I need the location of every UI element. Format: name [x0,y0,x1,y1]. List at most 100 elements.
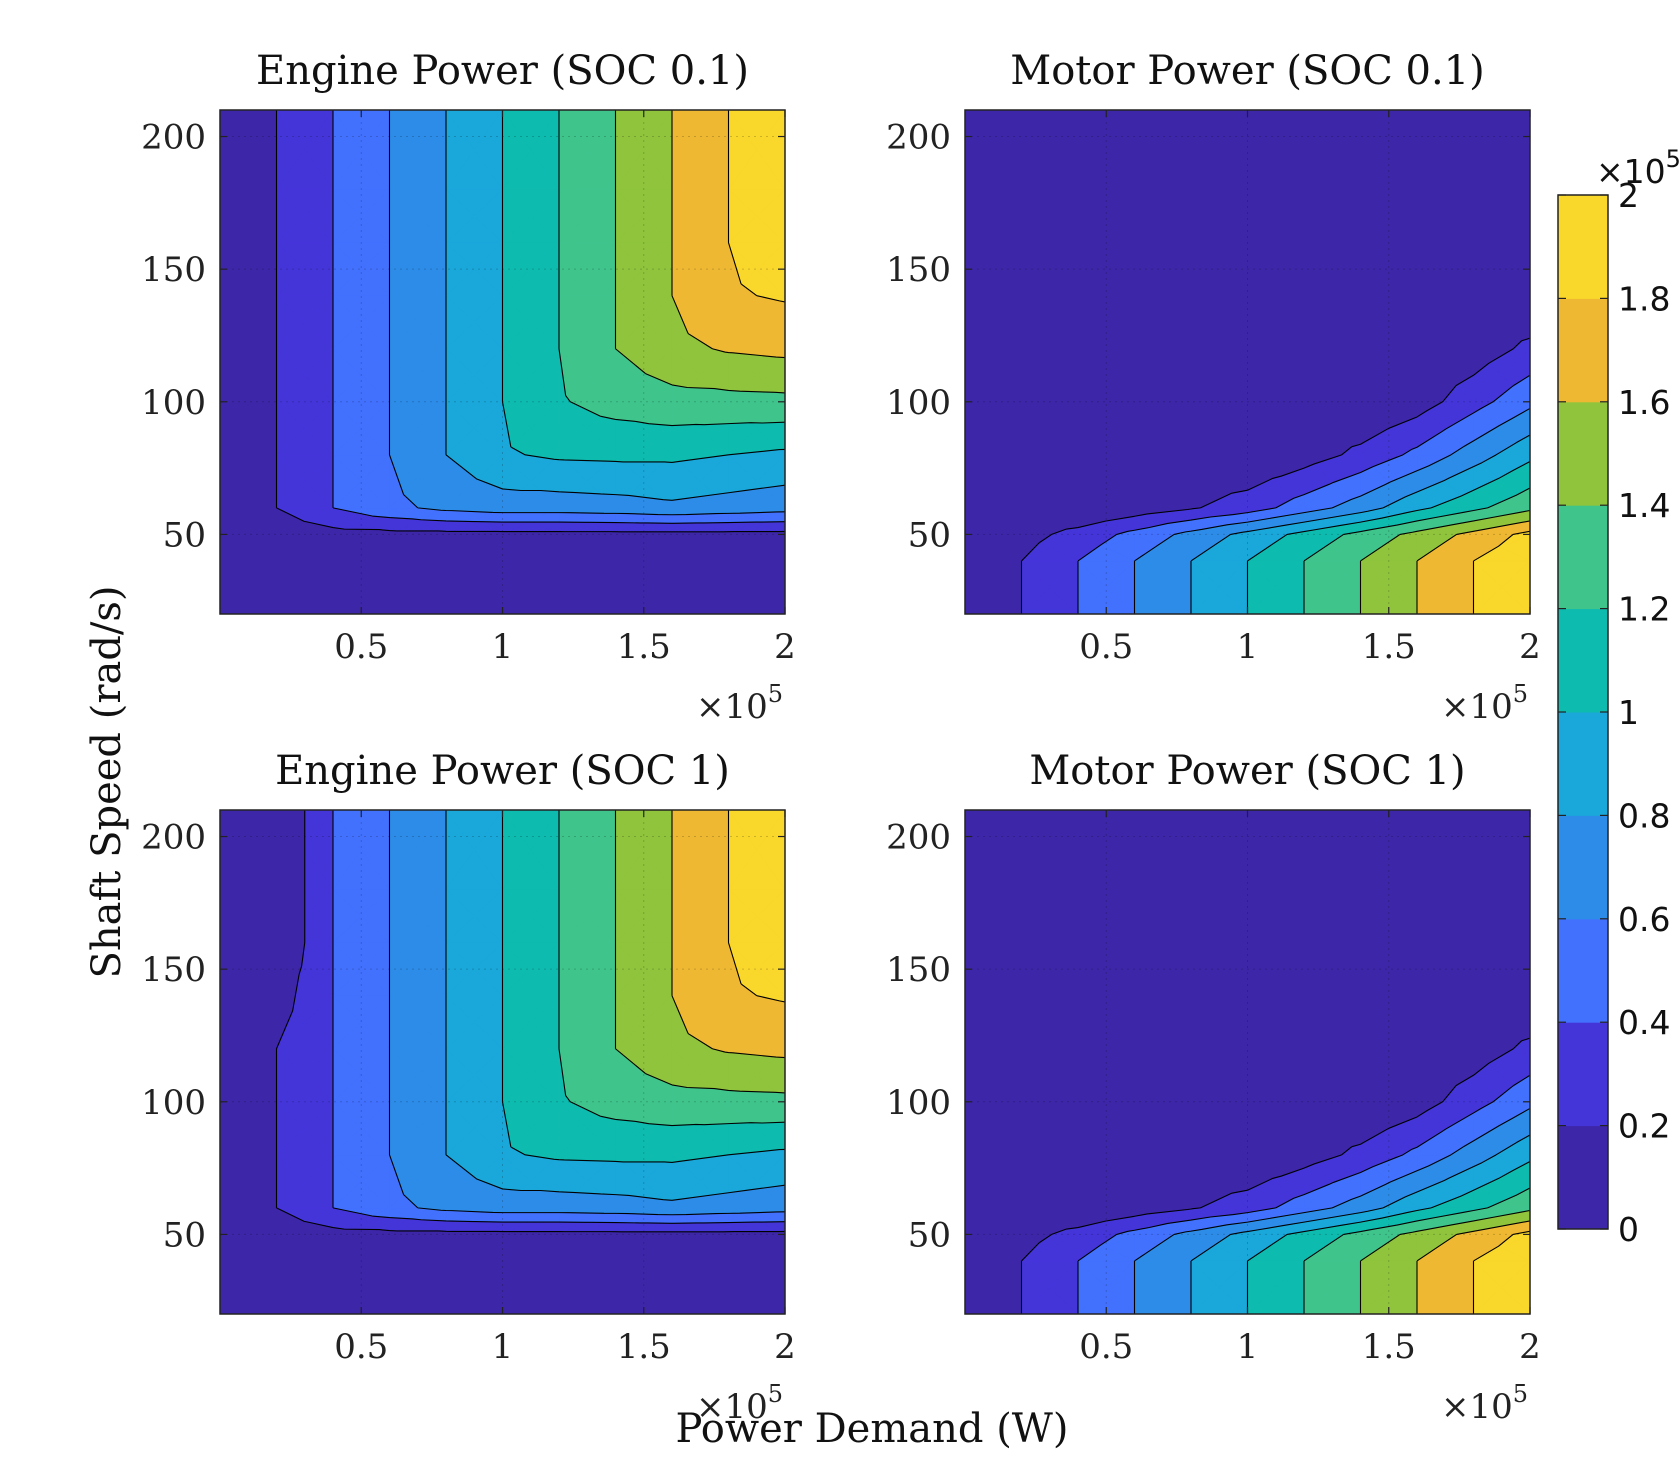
contour-line-9 [1472,530,1530,614]
x-axis-multiplier-exponent: 5 [1513,1380,1528,1408]
subplot-4: 0.5 1 1.5 2 50 100 150 200 ×105 Motor Power (SOC … [886,748,1541,1427]
contour-line-6 [1303,487,1530,614]
x-tick-label: 1.5 [1362,1327,1416,1367]
colorbar-segment-1 [1558,1022,1608,1127]
x-tick-label: 0.5 [1079,627,1133,667]
y-tick-label: 100 [886,1083,951,1123]
contour-line-1 [275,110,785,533]
x-tick-label: 1 [492,627,514,667]
x-tick-label: 0.5 [1079,1327,1133,1367]
colorbar-tick-label: 0.6 [1618,900,1670,939]
colorbar-tick-label: 2 [1618,176,1639,215]
y-tick-label: 150 [886,250,951,290]
y-tick-label: 50 [163,1215,206,1255]
contour-line-7 [614,110,785,394]
contour-line-7 [1359,1209,1530,1314]
subplot-2: 0.5 1 1.5 2 50 100 150 200 ×105 Motor Power (SOC … [886,48,1541,727]
contour-line-4 [1190,1134,1530,1314]
x-tick-label: 1 [1237,627,1259,667]
colorbar-tick-label: 1 [1618,693,1639,732]
contour-line-8 [671,810,785,1059]
x-tick-label: 1.5 [1362,627,1416,667]
y-tick-label: 200 [886,818,951,858]
y-tick-label: 50 [163,515,206,555]
colorbar-segment-7 [1558,401,1608,506]
contour-line-7 [1359,509,1530,614]
x-axis-multiplier: ×105 [1441,680,1528,727]
x-tick-label: 1 [492,1327,514,1367]
contour-line-2 [332,110,785,524]
contour-line-8 [671,110,785,359]
contour-line-2 [332,810,785,1224]
y-tick-label: 150 [141,950,206,990]
colorbar-tick-label: 0.4 [1618,1003,1670,1042]
contour-line-5 [501,810,785,1163]
contour-line-4 [445,110,785,501]
colorbar-tick-label: 1.2 [1618,590,1670,629]
colorbar: 0 0.2 0.4 0.6 0.8 1 1.2 1.4 1.6 1.8 2×105 [1557,145,1680,1249]
contour-line-9 [727,110,785,303]
contour-line-5 [501,110,785,463]
contour-line-1 [1020,1037,1530,1314]
contour-line-6 [558,810,785,1127]
contour-fills [965,110,1530,614]
colorbar-segment-4 [1558,712,1608,816]
y-tick-label: 50 [908,1215,951,1255]
contour-line-2 [1077,374,1530,614]
subplot-1: 0.5 1 1.5 2 50 100 150 200 ×105 Engine Power (SOC… [141,48,796,727]
x-axis-multiplier: ×105 [1441,1380,1528,1427]
contour-line-6 [558,110,785,427]
subplot-title: Engine Power (SOC 0.1) [256,48,749,94]
y-tick-label: 50 [908,515,951,555]
x-tick-label: 2 [1519,627,1541,667]
grid [220,110,786,614]
x-tick-label: 2 [774,627,796,667]
colorbar-multiplier-exponent: 5 [1666,145,1680,173]
x-tick-label: 2 [774,1327,796,1367]
colorbar-tick-label: 1.6 [1618,383,1670,422]
contour-fills [965,810,1530,1314]
subplot-title: Motor Power (SOC 0.1) [1010,48,1485,94]
contour-line-5 [1246,460,1530,614]
colorbar-tick-label: 0 [1618,1210,1639,1249]
contour-line-6 [1303,1187,1530,1314]
contour-line-1 [275,810,785,1233]
shared-x-axis-label: Power Demand (W) [675,1406,1068,1452]
colorbar-segment-5 [1558,608,1608,713]
contour-line-8 [1416,520,1530,614]
contour-line-8 [1416,1220,1530,1314]
contour-line-7 [614,810,785,1094]
y-tick-label: 150 [141,250,206,290]
contour-line-2 [1077,1074,1530,1314]
subplot-title: Engine Power (SOC 1) [275,748,730,794]
contour-line-3 [1133,1107,1530,1314]
colorbar-segment-6 [1558,505,1608,610]
contour-lines [275,810,785,1233]
contour-level-9 [728,110,785,303]
contour-lines [1020,337,1530,614]
contour-line-3 [388,810,785,1216]
x-tick-label: 2 [1519,1327,1541,1367]
contour-line-4 [1190,434,1530,614]
contour-line-3 [1133,407,1530,614]
contour-lines [275,110,785,533]
colorbar-tick-label: 1.8 [1618,279,1670,318]
colorbar-tick-label: 0.2 [1618,1107,1670,1146]
contour-lines [1020,1037,1530,1314]
y-tick-label: 200 [141,818,206,858]
contour-line-9 [727,810,785,1003]
colorbar-tick-label: 0.8 [1618,796,1670,835]
x-tick-label: 1.5 [617,627,671,667]
contour-fills [220,110,785,614]
contour-line-9 [1472,1230,1530,1314]
x-axis-multiplier-exponent: 5 [1513,680,1528,708]
colorbar-multiplier: ×105 [1596,145,1680,191]
y-tick-label: 200 [141,118,206,158]
x-tick-label: 0.5 [334,1327,388,1367]
y-tick-label: 200 [886,118,951,158]
subplot-title: Motor Power (SOC 1) [1029,748,1465,794]
y-tick-label: 150 [886,950,951,990]
